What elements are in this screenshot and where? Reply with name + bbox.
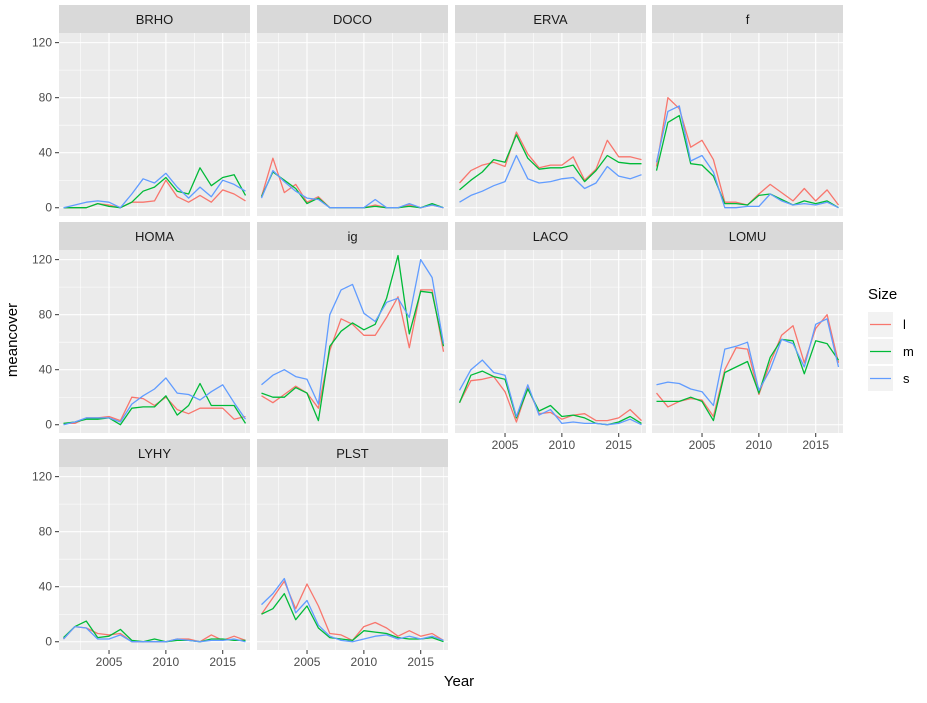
x-tick-label: 2010 [351, 655, 378, 669]
strip-lyhy [59, 439, 250, 467]
strip-label: ERVA [533, 12, 568, 27]
series-line-m [459, 134, 642, 191]
panel-lomu: LOMU 2005 2010 2015 [652, 222, 843, 452]
panel-background [59, 467, 250, 650]
y-tick-label: 0 [45, 418, 52, 432]
strip-label: DOCO [333, 12, 372, 27]
series-line-m [656, 338, 840, 422]
strip-label: f [746, 12, 750, 27]
series-line-s [656, 318, 840, 407]
series-line-m [655, 114, 839, 209]
panel-background [257, 250, 448, 433]
strip-label: PLST [336, 446, 369, 461]
panel-plst: PLST 2005 2010 2015 [257, 439, 448, 669]
strip-f [652, 5, 843, 33]
strip-label: LOMU [729, 229, 767, 244]
panel-background [455, 33, 646, 216]
series-line-s [63, 377, 247, 426]
y-tick-label: 0 [45, 201, 52, 215]
legend-label-s: s [903, 371, 910, 386]
panel-background [59, 250, 250, 433]
panel-background [455, 250, 646, 433]
panel-background [257, 467, 448, 650]
series-line-m [63, 620, 246, 643]
series-line-s [458, 359, 642, 426]
panel-lyhy: LYHY 0 40 80 120 2005 2010 2015 [32, 439, 250, 669]
strip-label: LYHY [138, 446, 171, 461]
strip-laco [455, 222, 646, 250]
panel-doco: DOCO [257, 5, 448, 216]
strip-ig [257, 222, 448, 250]
strip-label: LACO [533, 229, 568, 244]
x-tick-label: 2005 [689, 438, 716, 452]
series-line-m [261, 592, 444, 643]
x-tick-label: 2005 [96, 655, 123, 669]
y-tick-label: 80 [39, 308, 53, 322]
panel-background [652, 250, 843, 433]
strip-plst [257, 439, 448, 467]
series-line-m [63, 382, 247, 426]
legend: Size lms [868, 286, 914, 391]
series-line-s [655, 105, 839, 209]
series-line-l [458, 375, 642, 423]
series-line-s [63, 172, 246, 209]
series-line-s [260, 169, 444, 209]
x-tick-label: 2010 [746, 438, 773, 452]
y-tick-label: 120 [32, 470, 52, 484]
x-tick-label: 2005 [492, 438, 519, 452]
series-line-l [261, 289, 445, 409]
x-tick-label: 2010 [549, 438, 576, 452]
series-line-s [459, 154, 642, 203]
strip-homa [59, 222, 250, 250]
x-tick-label: 2010 [153, 655, 180, 669]
strip-label: BRHO [136, 12, 174, 27]
legend-label-l: l [903, 317, 906, 332]
panels-layer: BRHO 0 40 80 120 DOCO ERVA f HOMA 0 40 80 120 ig LACO 2… [32, 5, 843, 669]
y-tick-label: 80 [39, 91, 53, 105]
x-axis-title: Year [444, 673, 474, 690]
panel-ig: ig [257, 222, 448, 433]
y-tick-label: 120 [32, 253, 52, 267]
series-line-m [261, 254, 445, 422]
x-tick-label: 2015 [209, 655, 236, 669]
panel-background [652, 33, 843, 216]
y-tick-label: 80 [39, 525, 53, 539]
y-tick-label: 40 [39, 363, 53, 377]
panel-erva: ERVA [455, 5, 646, 216]
x-tick-label: 2015 [605, 438, 632, 452]
panel-homa: HOMA 0 40 80 120 [32, 222, 250, 433]
series-line-m [63, 167, 247, 209]
y-tick-label: 120 [32, 36, 52, 50]
series-line-s [261, 258, 445, 405]
strip-lomu [652, 222, 843, 250]
y-axis-title: meancover [4, 303, 21, 377]
panel-background [257, 33, 448, 216]
panel-laco: LACO 2005 2010 2015 [455, 222, 646, 452]
strip-label: HOMA [135, 229, 174, 244]
x-tick-label: 2015 [802, 438, 829, 452]
panel-brho: BRHO 0 40 80 120 [32, 5, 250, 216]
panel-background [59, 33, 250, 216]
y-tick-label: 40 [39, 146, 53, 160]
y-tick-label: 40 [39, 580, 53, 594]
legend-label-m: m [903, 344, 914, 359]
series-line-s [261, 577, 444, 643]
strip-doco [257, 5, 448, 33]
strip-erva [455, 5, 646, 33]
series-line-s [63, 625, 246, 643]
strip-brho [59, 5, 250, 33]
strip-label: ig [347, 229, 357, 244]
x-tick-label: 2015 [407, 655, 434, 669]
legend-title: Size [868, 286, 897, 303]
panel-f: f [652, 5, 843, 216]
x-tick-label: 2005 [294, 655, 321, 669]
y-tick-label: 0 [45, 635, 52, 649]
